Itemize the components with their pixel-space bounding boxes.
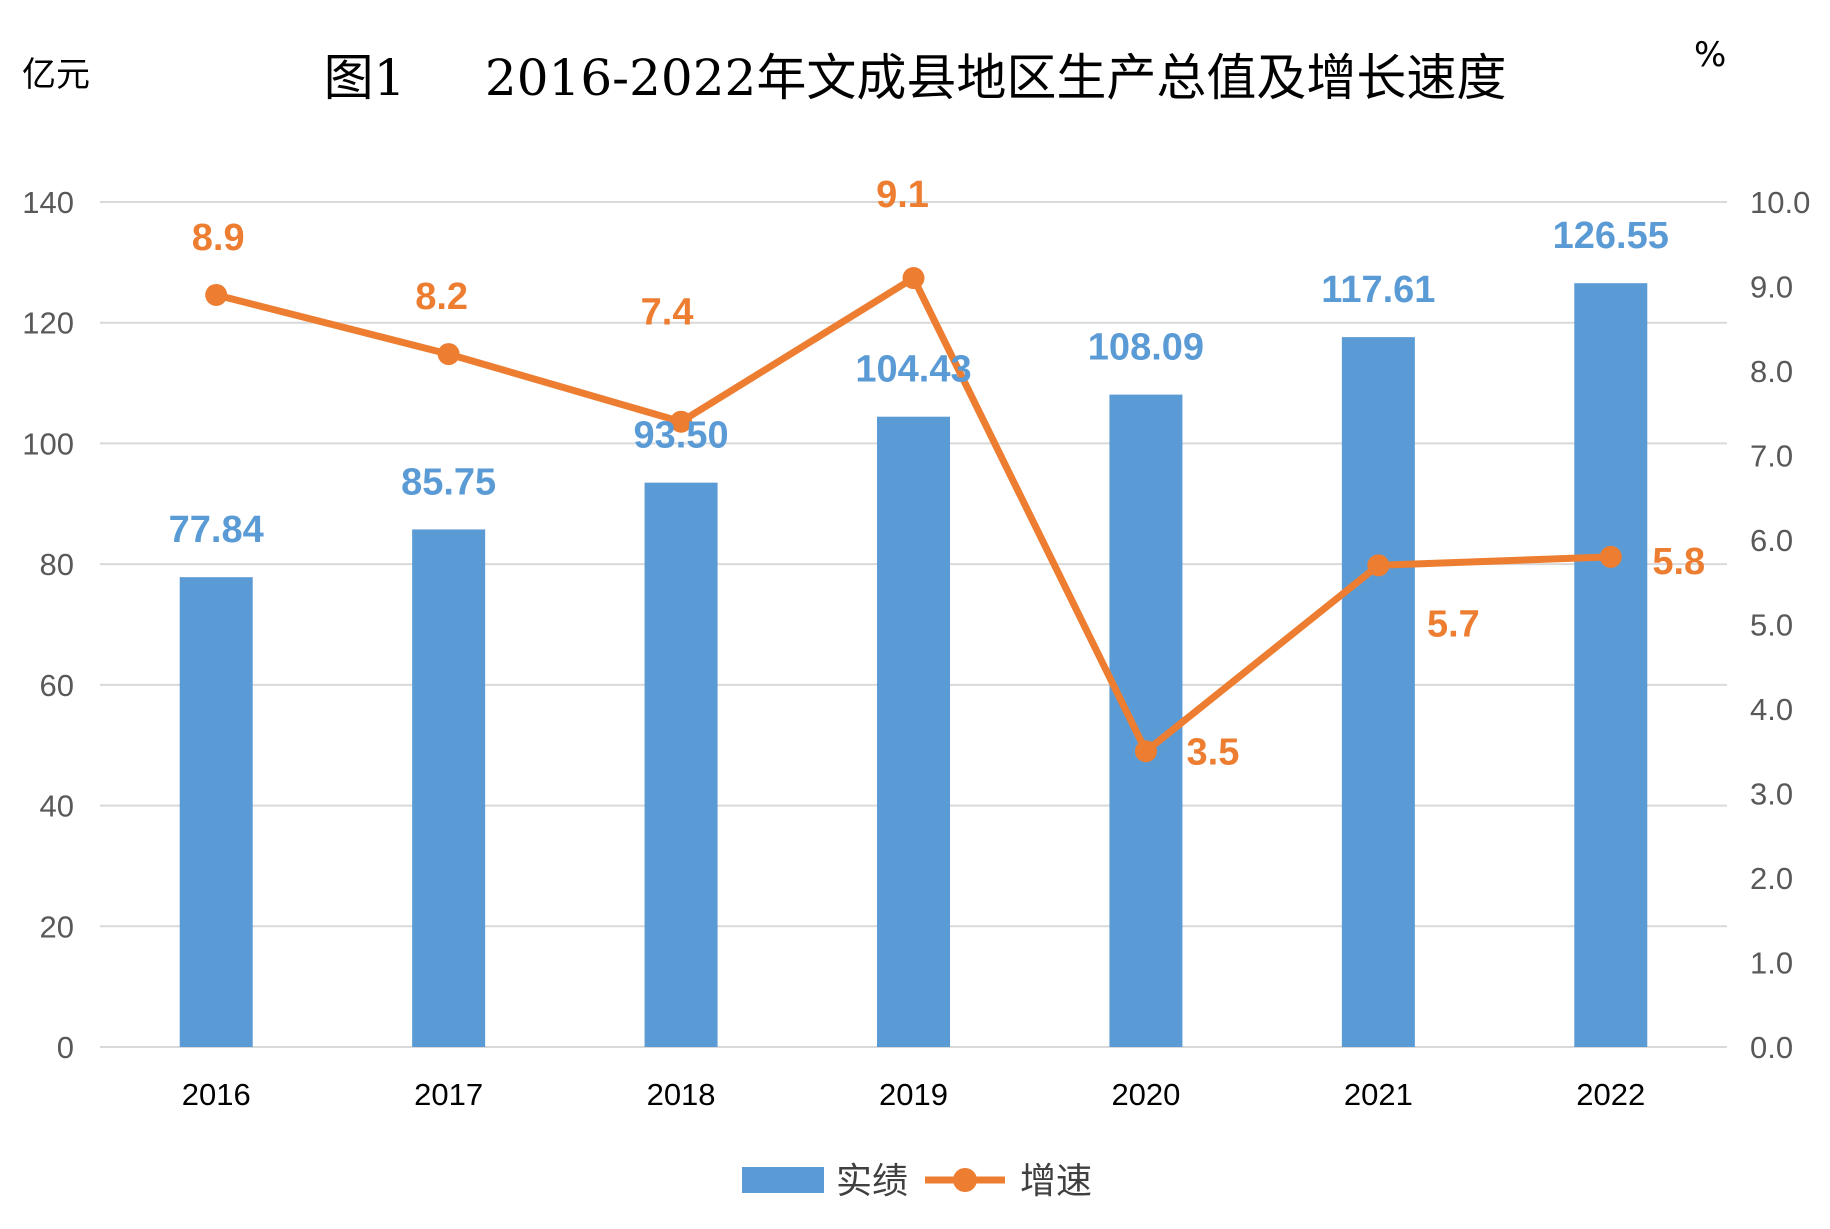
bar-series: [179, 283, 1648, 1048]
line-data-label: 9.1: [876, 174, 929, 216]
bar: [179, 577, 253, 1047]
x-tick-label: 2021: [1344, 1077, 1413, 1112]
y-right-tick-label: 1.0: [1750, 946, 1793, 981]
line-point: [1367, 554, 1390, 577]
legend-swatch-bar: [742, 1167, 824, 1193]
right-axis-ticks: 0.0 1.0 2.0 3.0 4.0 5.0 6.0 7.0 8.0 9.0 10.0: [1750, 185, 1810, 1065]
bar: [877, 416, 950, 1047]
y-left-tick-label: 140: [22, 185, 74, 220]
line-point: [437, 343, 460, 366]
y-right-tick-label: 4.0: [1750, 692, 1793, 727]
legend-label-bar: 实绩: [836, 1161, 908, 1202]
x-axis-ticks: 2016 2017 2018 2019 2020 2021 2022: [182, 1077, 1646, 1112]
bar-data-label: 126.55: [1553, 215, 1669, 257]
left-axis-ticks: 0 20 40 60 80 100 120 140: [22, 185, 74, 1065]
bar-data-label: 93.50: [634, 415, 729, 457]
y-right-tick-label: 0.0: [1750, 1030, 1793, 1065]
x-tick-label: 2019: [879, 1077, 948, 1112]
y-right-tick-label: 5.0: [1750, 608, 1793, 643]
line-data-labels: 8.9 8.2 7.4 9.1 3.5 5.7 5.8: [192, 174, 1705, 773]
y-left-tick-label: 20: [40, 909, 74, 944]
bar-data-label: 85.75: [401, 461, 496, 503]
y-right-tick-label: 10.0: [1750, 185, 1810, 220]
left-axis-unit: 亿元: [22, 55, 90, 95]
y-right-tick-label: 8.0: [1750, 354, 1793, 389]
bar-data-label: 77.84: [169, 509, 264, 551]
y-right-tick-label: 9.0: [1750, 270, 1793, 305]
line-data-label: 3.5: [1187, 731, 1240, 773]
line-data-label: 5.7: [1427, 603, 1480, 645]
y-left-tick-label: 0: [57, 1030, 74, 1065]
line-data-label: 8.2: [415, 276, 468, 318]
x-tick-label: 2016: [182, 1077, 251, 1112]
legend-label-line: 增速: [1020, 1161, 1092, 1202]
bar: [1341, 337, 1415, 1047]
bar-data-label: 108.09: [1088, 327, 1204, 369]
legend: 实绩 增速: [742, 1161, 1092, 1202]
right-axis-unit: %: [1694, 35, 1726, 75]
line-point: [1599, 545, 1622, 568]
bar: [412, 529, 486, 1047]
y-left-tick-label: 80: [40, 547, 74, 582]
line-point: [670, 410, 693, 433]
legend-swatch-marker: [953, 1168, 977, 1192]
y-left-tick-label: 100: [22, 426, 74, 461]
y-right-tick-label: 6.0: [1750, 523, 1793, 558]
line-point: [1134, 740, 1157, 763]
y-left-tick-label: 40: [40, 789, 74, 824]
line-series: [205, 267, 1622, 763]
line-point: [902, 267, 925, 290]
bar: [1109, 394, 1183, 1048]
bar: [644, 482, 718, 1047]
y-right-tick-label: 7.0: [1750, 439, 1793, 474]
x-tick-label: 2022: [1576, 1077, 1645, 1112]
x-tick-label: 2020: [1111, 1077, 1180, 1112]
line-data-label: 5.8: [1652, 541, 1705, 583]
y-left-tick-label: 60: [40, 668, 74, 703]
bar-data-label: 117.61: [1321, 269, 1435, 311]
x-tick-label: 2017: [414, 1077, 483, 1112]
x-tick-label: 2018: [647, 1077, 716, 1112]
y-right-tick-label: 3.0: [1750, 777, 1793, 812]
line-data-label: 7.4: [641, 292, 694, 334]
chart-title: 图1 2016-2022年文成县地区生产总值及增长速度: [324, 49, 1507, 107]
y-left-tick-label: 120: [22, 306, 74, 341]
line-data-label: 8.9: [192, 217, 245, 259]
bar-data-label: 104.43: [855, 349, 971, 391]
bar: [1574, 283, 1648, 1047]
y-right-tick-label: 2.0: [1750, 861, 1793, 896]
bar-data-labels: 77.84 85.75 93.50 104.43 108.09 117.61 126.55: [169, 215, 1669, 551]
line-point: [205, 283, 228, 306]
